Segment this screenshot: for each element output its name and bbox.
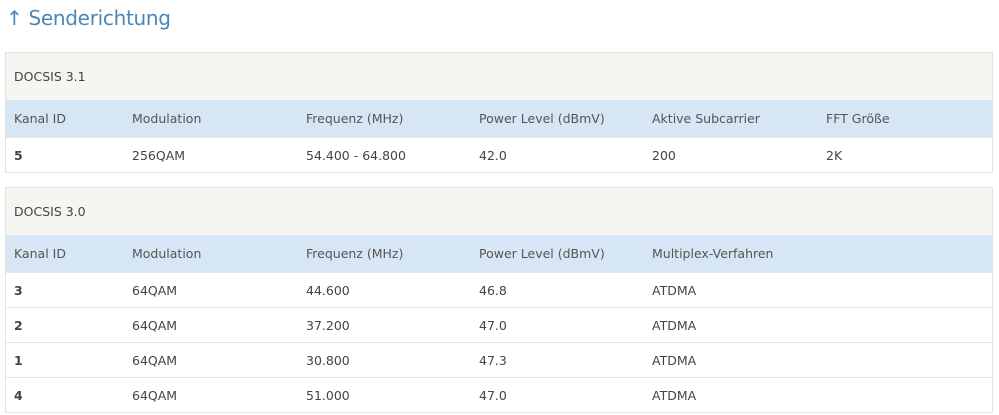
- table-header-row: Kanal ID Modulation Frequenz (MHz) Power Le…: [6, 235, 992, 272]
- table-cell: 256QAM: [132, 147, 186, 163]
- table-cell: 64QAM: [132, 317, 178, 333]
- column-header: FFT Größe: [826, 111, 890, 126]
- table-cell: 54.400 - 64.800: [306, 147, 406, 163]
- table-cell: 42.0: [479, 147, 507, 163]
- table-cell: 5: [14, 147, 23, 163]
- column-header: Kanal ID: [14, 246, 66, 261]
- column-header: Kanal ID: [14, 111, 66, 126]
- column-header: Modulation: [132, 111, 202, 126]
- table-row: 2 64QAM 37.200 47.0 ATDMA: [6, 307, 992, 342]
- table-row: 1 64QAM 30.800 47.3 ATDMA: [6, 342, 992, 377]
- column-header: Aktive Subcarrier: [652, 111, 760, 126]
- column-header: Power Level (dBmV): [479, 246, 605, 261]
- table-cell: 2K: [826, 147, 843, 163]
- table-cell: 64QAM: [132, 387, 178, 403]
- table-cell: 47.0: [479, 317, 507, 333]
- table-cell: 37.200: [306, 317, 350, 333]
- column-header: Power Level (dBmV): [479, 111, 605, 126]
- table-cell: 46.8: [479, 282, 507, 298]
- section-title: ↑ Senderichtung: [6, 6, 171, 30]
- table-cell: ATDMA: [652, 282, 697, 298]
- column-header: Multiplex-Verfahren: [652, 246, 774, 261]
- table-cell: 3: [14, 282, 23, 298]
- table-cell: 4: [14, 387, 23, 403]
- table-cell: ATDMA: [652, 387, 697, 403]
- table-header-row: Kanal ID Modulation Frequenz (MHz) Power Le…: [6, 100, 992, 137]
- table-cell: ATDMA: [652, 352, 697, 368]
- column-header: Frequenz (MHz): [306, 246, 404, 261]
- table-cell: 51.000: [306, 387, 350, 403]
- table-cell: 64QAM: [132, 352, 178, 368]
- table-row: 3 64QAM 44.600 46.8 ATDMA: [6, 272, 992, 307]
- table-cell: 30.800: [306, 352, 350, 368]
- table-cell: 47.3: [479, 352, 507, 368]
- table-cell: 200: [652, 147, 676, 163]
- table-cell: 64QAM: [132, 282, 178, 298]
- docsis30-table: DOCSIS 3.0 Kanal ID Modulation Frequenz (M…: [5, 187, 993, 413]
- table-cell: ATDMA: [652, 317, 697, 333]
- table-cell: 2: [14, 317, 23, 333]
- table-caption: DOCSIS 3.1: [6, 53, 992, 100]
- column-header: Frequenz (MHz): [306, 111, 404, 126]
- docsis31-table: DOCSIS 3.1 Kanal ID Modulation Frequenz (M…: [5, 52, 993, 173]
- table-cell: 1: [14, 352, 23, 368]
- table-cell: 44.600: [306, 282, 350, 298]
- table-row: 5 256QAM 54.400 - 64.800 42.0 200 2K: [6, 137, 992, 172]
- column-header: Modulation: [132, 246, 202, 261]
- table-cell: 47.0: [479, 387, 507, 403]
- table-row: 4 64QAM 51.000 47.0 ATDMA: [6, 377, 992, 412]
- table-caption: DOCSIS 3.0: [6, 188, 992, 235]
